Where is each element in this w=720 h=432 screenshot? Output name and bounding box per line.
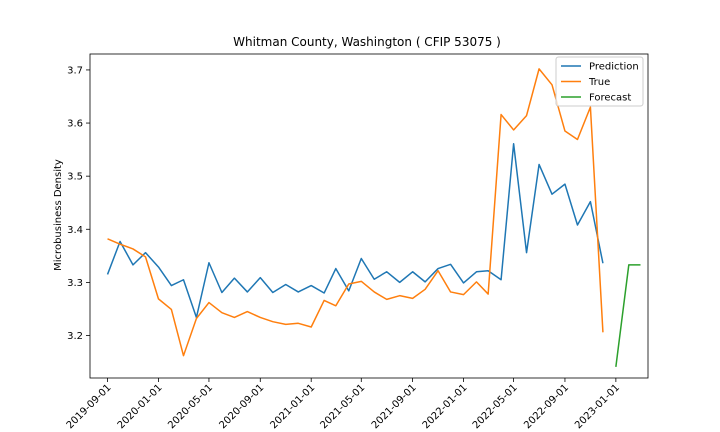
legend-label-prediction: Prediction — [589, 62, 639, 73]
series-line-true — [107, 68, 604, 357]
y-axis-label: Microbusiness Density — [53, 159, 64, 271]
y-tick-label: 3.3 — [67, 278, 83, 289]
legend-label-forecast: Forecast — [589, 93, 631, 104]
chart-title: Whitman County, Washington ( CFIP 53075 … — [233, 35, 501, 49]
y-tick-label: 3.7 — [67, 65, 83, 76]
y-tick-label: 3.2 — [67, 331, 83, 342]
y-tick-label: 3.6 — [67, 119, 83, 130]
plot-area — [89, 53, 649, 379]
y-tick-label: 3.5 — [67, 172, 83, 183]
legend-box — [555, 56, 644, 107]
legend-label-true: True — [588, 77, 610, 88]
legend: Prediction True Forecast — [555, 56, 644, 107]
plot-frame — [89, 53, 649, 379]
series-layer — [106, 68, 641, 367]
series-line-forecast — [615, 264, 641, 367]
y-tick-label: 3.4 — [67, 225, 83, 236]
series-line-prediction — [106, 143, 604, 319]
